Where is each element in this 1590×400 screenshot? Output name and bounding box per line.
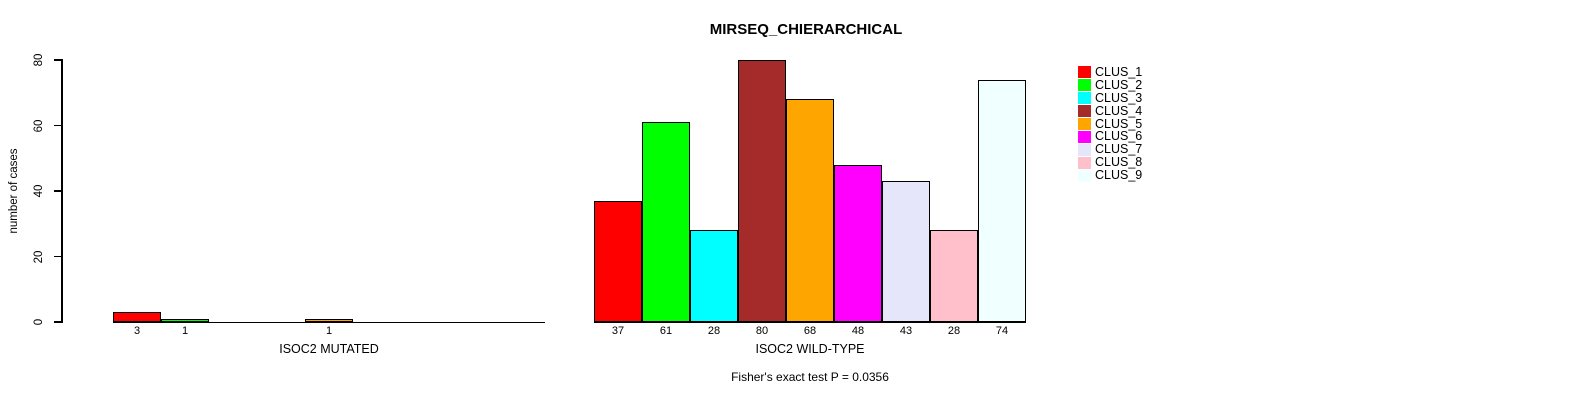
y-tick-label: 0 (33, 318, 45, 326)
bar-value-label: 28 (947, 325, 961, 337)
bar-clus_1 (594, 200, 642, 322)
bar-value-label: 28 (707, 325, 721, 337)
y-tick-label: 40 (33, 184, 45, 198)
legend-item-label: CLUS_3 (1095, 90, 1143, 105)
y-tick (54, 190, 61, 192)
legend-swatch-icon (1078, 156, 1091, 169)
y-axis-title: number of cases (8, 148, 20, 234)
bar-clus_1 (113, 312, 161, 322)
legend-swatch-icon (1078, 105, 1091, 118)
legend-item-label: CLUS_7 (1095, 142, 1143, 157)
legend-item-clus_2: CLUS_2 (1078, 77, 1143, 92)
legend-swatch-icon (1078, 118, 1091, 130)
bar-clus_5 (786, 99, 834, 322)
bar-value-label: 43 (899, 325, 913, 337)
group-axis-baseline (594, 321, 1026, 323)
bar-clus_2 (161, 318, 209, 322)
bar-value-label: 68 (803, 325, 817, 337)
group-x-label-wildtype: ISOC2 WILD-TYPE (755, 342, 865, 356)
y-tick (54, 321, 61, 323)
legend-item-clus_9: CLUS_9 (1078, 169, 1142, 182)
legend-item-label: CLUS_4 (1095, 103, 1143, 118)
legend-item-clus_6: CLUS_6 (1078, 130, 1142, 143)
y-tick (54, 59, 61, 61)
legend-swatch-icon (1078, 66, 1091, 79)
bar-value-label: 1 (181, 325, 189, 337)
bar-clus_8 (930, 230, 978, 322)
bar-clus_6 (834, 164, 882, 322)
legend-item-clus_4: CLUS_4 (1078, 103, 1143, 118)
legend-item-label: CLUS_9 (1095, 168, 1143, 183)
chart-title: MIRSEQ_CHIERARCHICAL (709, 21, 903, 38)
bar-value-label: 37 (611, 325, 625, 337)
legend-swatch-icon (1078, 79, 1091, 92)
legend-item-label: CLUS_6 (1095, 129, 1143, 144)
bar-clus_3 (690, 230, 738, 322)
legend-item-label: CLUS_5 (1095, 116, 1143, 131)
legend-item-label: CLUS_8 (1095, 155, 1143, 170)
group-axis-baseline (113, 321, 545, 323)
legend-swatch-icon (1078, 130, 1091, 143)
legend-swatch-icon (1078, 143, 1091, 156)
bar-value-label: 48 (851, 325, 865, 337)
legend-item-clus_1: CLUS_1 (1078, 66, 1142, 79)
legend-item-clus_3: CLUS_3 (1078, 90, 1143, 105)
bar-clus_2 (642, 122, 690, 322)
bar-clus_7 (882, 181, 930, 322)
y-tick (54, 255, 61, 258)
legend-swatch-icon (1078, 92, 1091, 105)
legend-item-clus_8: CLUS_8 (1078, 156, 1142, 169)
y-axis-line (61, 59, 63, 323)
y-tick (54, 124, 61, 127)
fisher-test-annotation: Fisher's exact test P = 0.0356 (731, 370, 889, 384)
bar-value-label: 3 (133, 325, 141, 337)
bar-clus_4 (738, 60, 786, 322)
bar-value-label: 80 (755, 325, 769, 337)
bar-clus_9 (978, 79, 1026, 322)
y-tick-label: 60 (33, 119, 45, 132)
bar-value-label: 61 (659, 325, 673, 337)
y-tick-label: 80 (33, 53, 45, 67)
legend-item-label: CLUS_2 (1095, 77, 1143, 92)
bar-clus_5 (305, 318, 353, 322)
legend: CLUS_1 CLUS_2 CLUS_3 CLUS_4 CLUS_5 CLUS_6 CLUS… (1078, 66, 1142, 182)
legend-swatch-icon (1078, 169, 1091, 182)
bar-value-label: 74 (995, 325, 1009, 337)
bar-value-label: 1 (325, 325, 333, 337)
y-tick-label: 20 (33, 250, 45, 263)
group-x-label-mutated: ISOC2 MUTATED (279, 342, 379, 356)
legend-item-label: CLUS_1 (1095, 65, 1143, 79)
legend-item-clus_5: CLUS_5 (1078, 116, 1143, 131)
legend-item-clus_7: CLUS_7 (1078, 143, 1142, 156)
